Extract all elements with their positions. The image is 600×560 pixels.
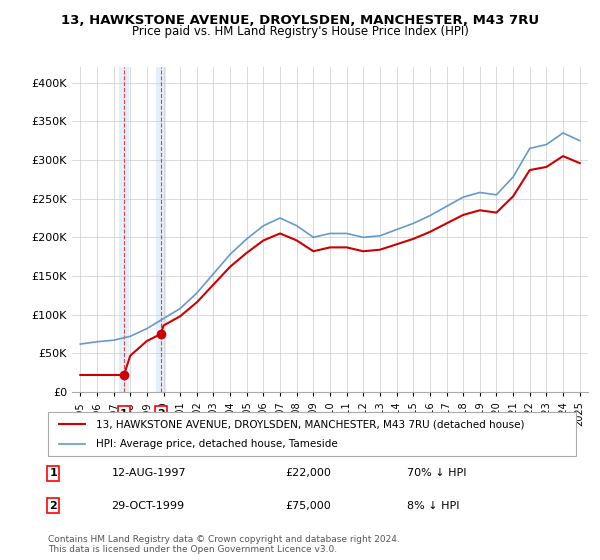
Text: 1: 1 [120, 409, 128, 419]
Text: Contains HM Land Registry data © Crown copyright and database right 2024.
This d: Contains HM Land Registry data © Crown c… [48, 535, 400, 554]
Text: 12-AUG-1997: 12-AUG-1997 [112, 468, 186, 478]
FancyBboxPatch shape [48, 412, 576, 456]
Text: 13, HAWKSTONE AVENUE, DROYLSDEN, MANCHESTER, M43 7RU (detached house): 13, HAWKSTONE AVENUE, DROYLSDEN, MANCHES… [95, 419, 524, 429]
Bar [119, 67, 129, 392]
Text: 8% ↓ HPI: 8% ↓ HPI [407, 501, 460, 511]
Text: 70% ↓ HPI: 70% ↓ HPI [407, 468, 467, 478]
Text: £75,000: £75,000 [286, 501, 331, 511]
Text: 13, HAWKSTONE AVENUE, DROYLSDEN, MANCHESTER, M43 7RU: 13, HAWKSTONE AVENUE, DROYLSDEN, MANCHES… [61, 14, 539, 27]
Text: 29-OCT-1999: 29-OCT-1999 [112, 501, 184, 511]
Text: Price paid vs. HM Land Registry's House Price Index (HPI): Price paid vs. HM Land Registry's House … [131, 25, 469, 38]
Bar [156, 67, 166, 392]
Text: HPI: Average price, detached house, Tameside: HPI: Average price, detached house, Tame… [95, 439, 337, 449]
Text: 2: 2 [157, 409, 164, 419]
Text: £22,000: £22,000 [286, 468, 331, 478]
Text: 1: 1 [49, 468, 57, 478]
Text: 2: 2 [49, 501, 57, 511]
